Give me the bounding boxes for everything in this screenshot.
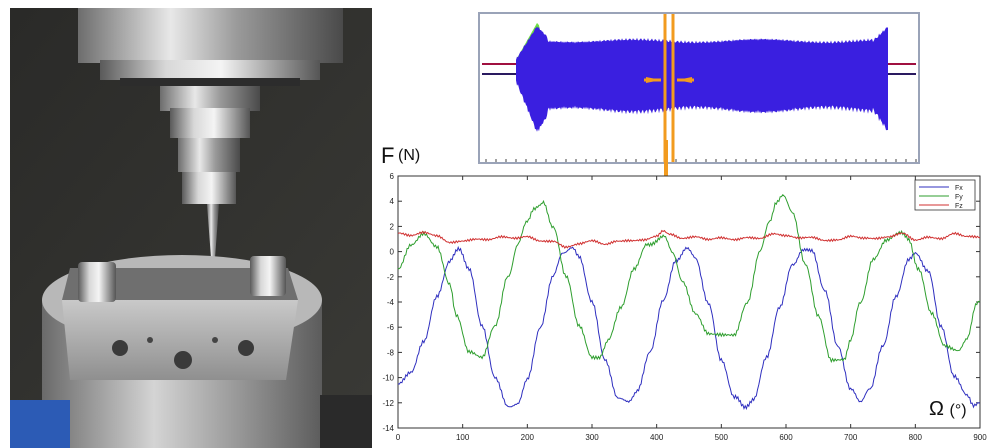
y-axis-label: F bbox=[381, 143, 395, 168]
legend-label: Fx bbox=[955, 185, 963, 192]
legend-label: Fy bbox=[955, 194, 963, 201]
series-line-fy bbox=[397, 194, 981, 364]
x-tick-label: 0 bbox=[396, 433, 401, 442]
y-tick-label: -2 bbox=[387, 273, 395, 282]
y-tick-label: -12 bbox=[382, 399, 394, 408]
x-tick-label: 400 bbox=[650, 433, 664, 442]
x-axis-symbol: Ω bbox=[929, 398, 944, 420]
y-axis-unit: (N) bbox=[398, 147, 421, 164]
y-tick-label: 0 bbox=[390, 248, 395, 257]
series-line-fz bbox=[397, 229, 981, 250]
x-axis-label: Ω (°) bbox=[929, 398, 967, 421]
series-line-fx bbox=[397, 245, 981, 411]
legend-label: Fz bbox=[955, 203, 963, 210]
y-tick-label: -8 bbox=[387, 348, 395, 357]
chart-legend: Fx Fy Fz bbox=[914, 179, 976, 211]
x-tick-label: 500 bbox=[715, 433, 729, 442]
y-tick-label: -4 bbox=[387, 298, 395, 307]
x-tick-label: 900 bbox=[973, 433, 987, 442]
y-tick-label: 2 bbox=[390, 222, 395, 231]
y-tick-label: -14 bbox=[382, 424, 394, 433]
x-tick-label: 100 bbox=[456, 433, 470, 442]
x-tick-label: 200 bbox=[521, 433, 535, 442]
y-tick-label: -10 bbox=[382, 374, 394, 383]
milling-spindle-photo bbox=[10, 8, 372, 448]
x-tick-label: 800 bbox=[909, 433, 923, 442]
y-tick-label: 6 bbox=[390, 172, 395, 181]
x-tick-label: 300 bbox=[585, 433, 599, 442]
y-tick-label: 4 bbox=[390, 197, 395, 206]
force-chart: 0 100 200 300 400 500 600 700 800 900 -14 -12 -10 -8 -… bbox=[382, 140, 987, 442]
x-tick-label: 700 bbox=[844, 433, 858, 442]
x-tick-label: 600 bbox=[779, 433, 793, 442]
x-axis-unit: (°) bbox=[949, 402, 967, 419]
y-tick-label: -6 bbox=[387, 323, 395, 332]
plot-area bbox=[397, 175, 981, 429]
force-signal-overview bbox=[478, 12, 920, 164]
